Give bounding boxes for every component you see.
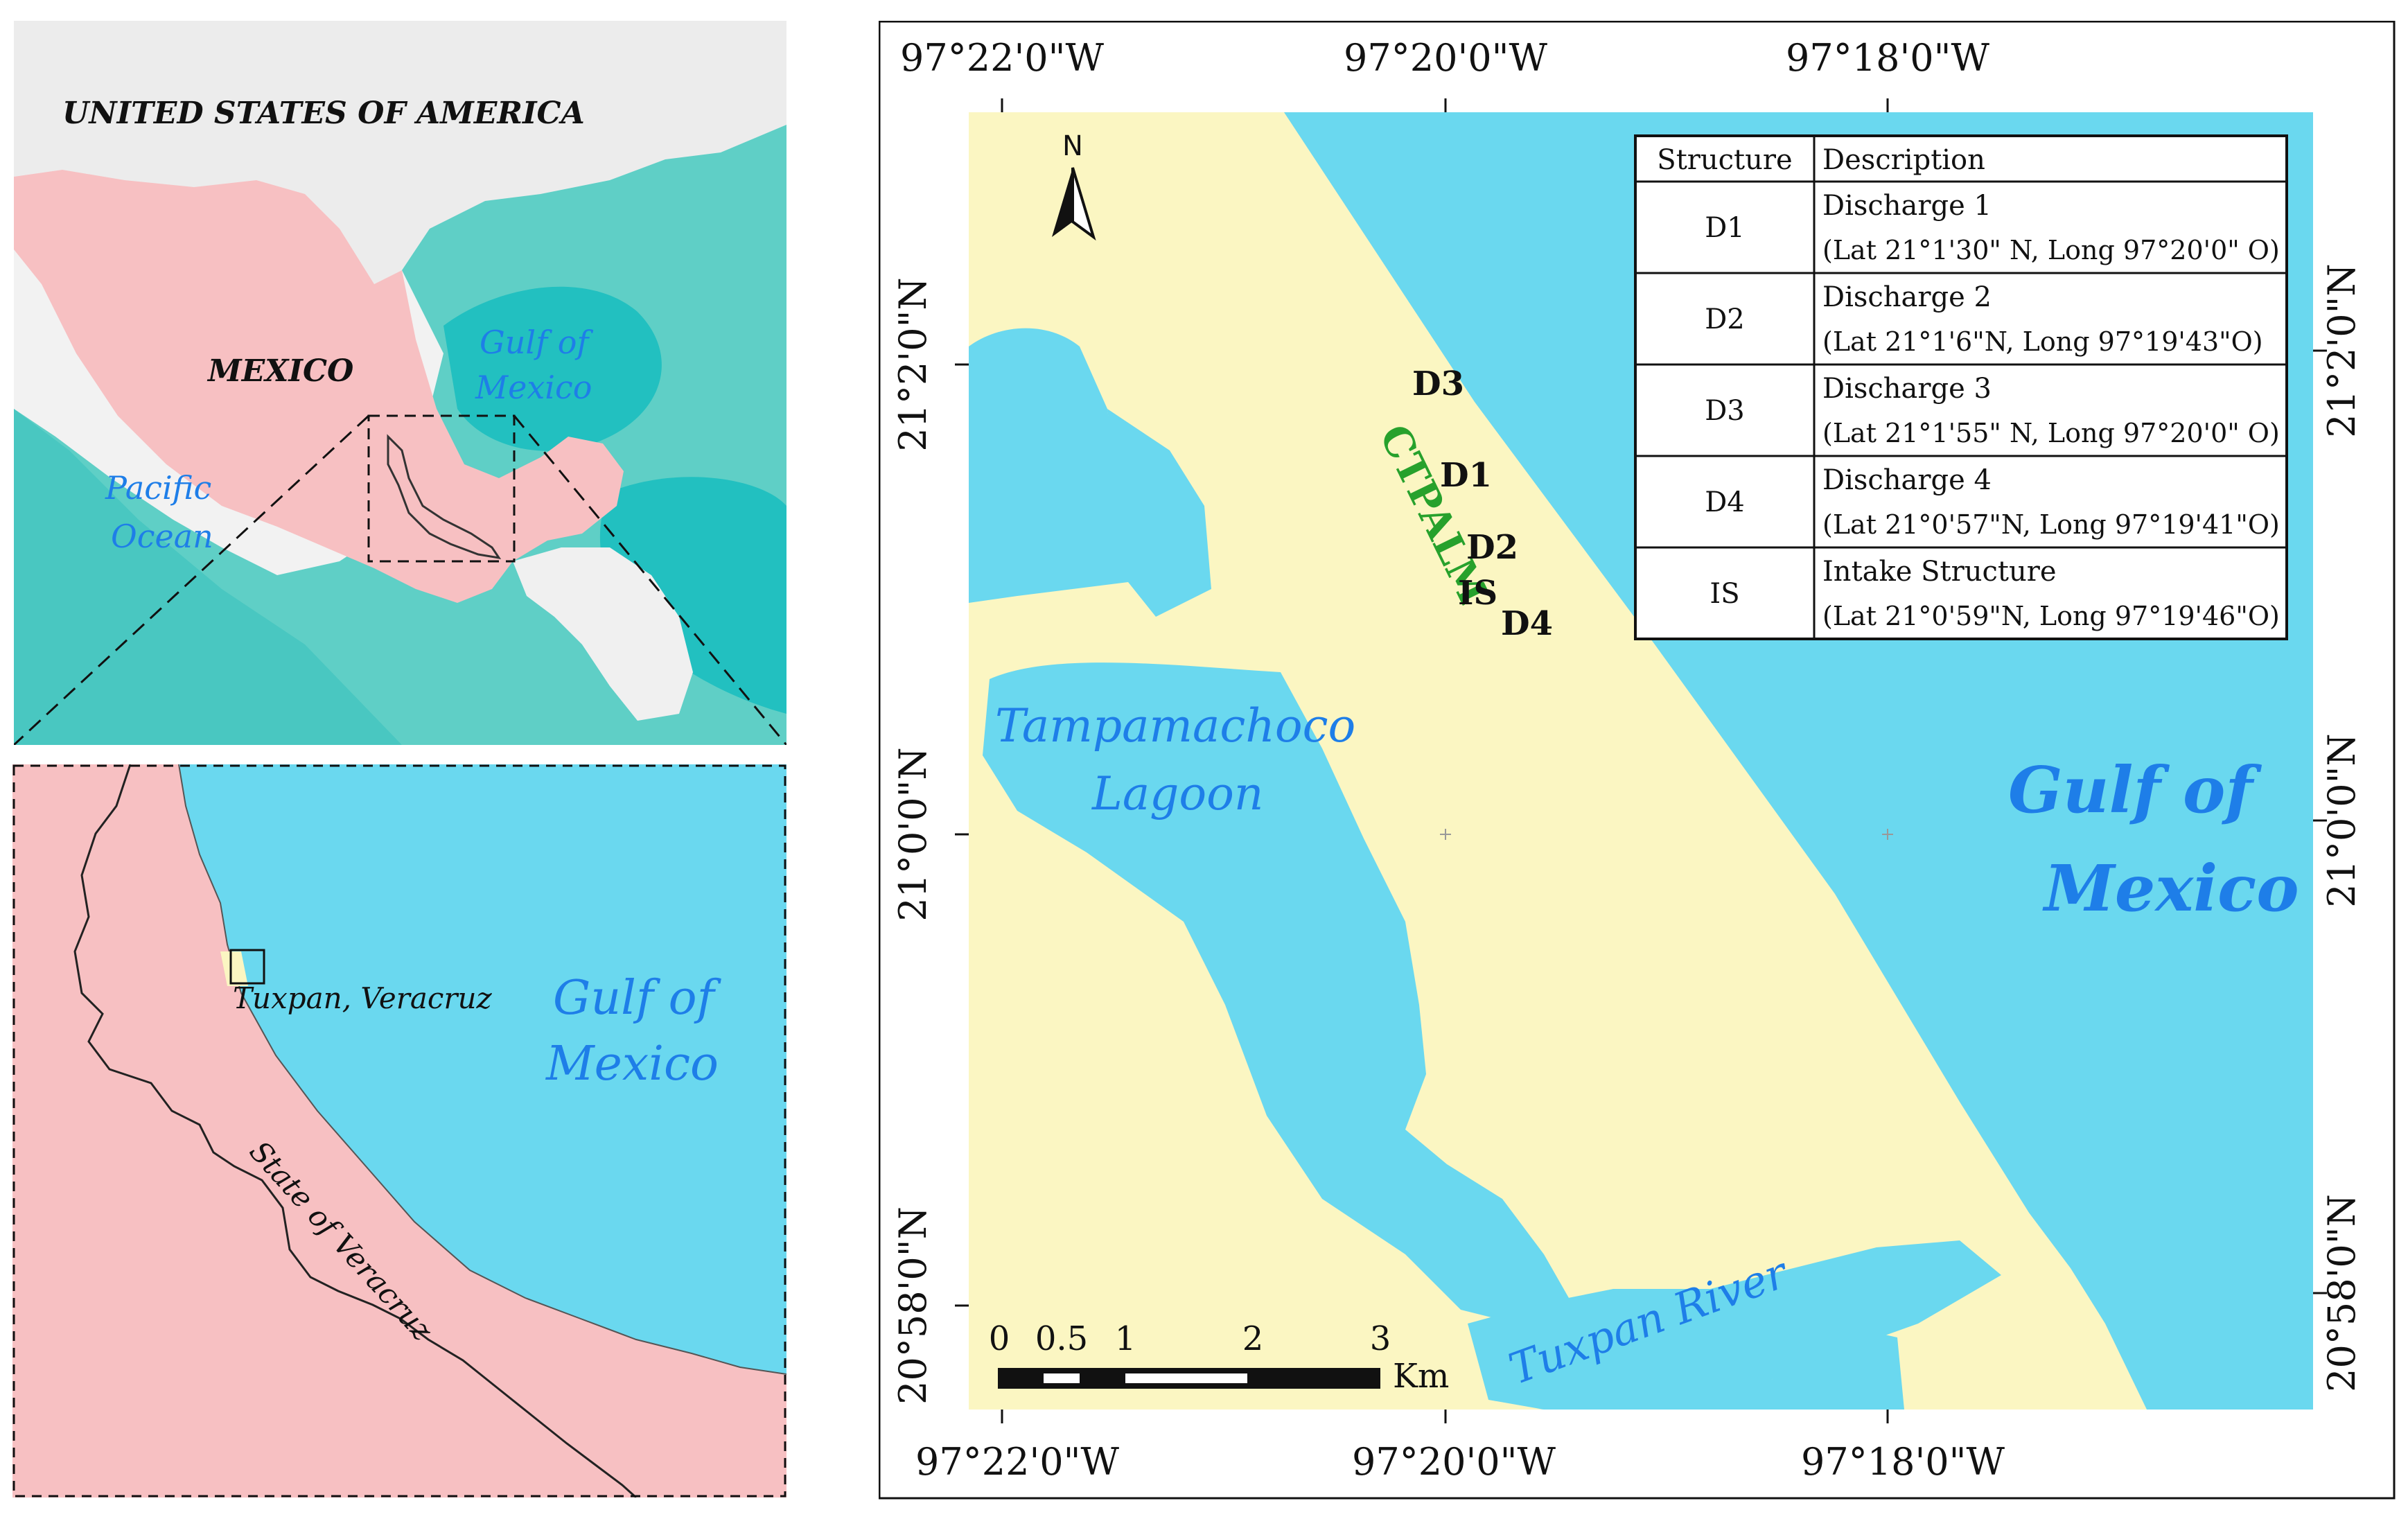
right-tick-2: 21°0'0"N xyxy=(2320,733,2364,907)
gulf-label-line1: Gulf of xyxy=(2008,753,2262,827)
table-row-line2: (Lat 21°1'55" N, Long 97°20'0" O) xyxy=(1822,418,2280,448)
table-row-line2: (Lat 21°0'59"N, Long 97°19'46"O) xyxy=(1822,601,2280,631)
label-pacific-line2: Ocean xyxy=(111,518,213,555)
scale-bar xyxy=(998,1368,1380,1389)
table-row-line2: (Lat 21°1'6"N, Long 97°19'43"O) xyxy=(1822,326,2263,357)
top-tick-2: 97°20'0"W xyxy=(1344,36,1547,80)
right-tick-3: 20°58'0"N xyxy=(2320,1194,2364,1392)
left-tick-2: 21°0'0"N xyxy=(891,747,935,921)
label-mexico: MEXICO xyxy=(206,353,353,389)
label-gulf-line1: Gulf of xyxy=(553,971,722,1026)
table-row-line2: (Lat 21°1'30" N, Long 97°20'0" O) xyxy=(1822,235,2280,265)
table-header-description: Description xyxy=(1822,144,1985,176)
table-row-code: D3 xyxy=(1705,395,1745,427)
table-row-line1: Intake Structure xyxy=(1822,556,2057,588)
scale-tick-2: 2 xyxy=(1242,1319,1264,1358)
table-row-code: IS xyxy=(1710,578,1739,610)
top-tick-1: 97°22'0"W xyxy=(900,36,1104,80)
central-america xyxy=(513,547,693,721)
table-header-structure: Structure xyxy=(1657,144,1792,176)
scale-tick-1: 1 xyxy=(1115,1319,1136,1358)
bottom-tick-2: 97°20'0"W xyxy=(1352,1440,1556,1484)
label-gulf-line2: Mexico xyxy=(475,369,592,406)
site-label-d1: D1 xyxy=(1440,456,1492,495)
river-water xyxy=(1468,1240,2001,1410)
state-boundary xyxy=(73,764,638,1498)
right-tick-1: 21°2'0"N xyxy=(2320,263,2364,437)
table-row-code: D1 xyxy=(1705,212,1745,244)
scale-tick-3: 3 xyxy=(1370,1319,1391,1358)
structure-table xyxy=(1634,134,2288,640)
veracruz-land xyxy=(12,764,786,1498)
table-row-code: D4 xyxy=(1705,486,1745,518)
lagoon-label-line1: Tampamachoco xyxy=(995,699,1355,753)
scale-tick-0: 0 xyxy=(989,1319,1010,1358)
label-gulf-line2: Mexico xyxy=(545,1037,719,1091)
label-city: Tuxpan, Veracruz xyxy=(233,981,493,1015)
leader-line-left xyxy=(14,414,370,745)
tuxpan-area xyxy=(220,951,248,986)
caribbean-deep xyxy=(599,477,786,714)
detail-map: 97°22'0"W 97°20'0"W 97°18'0"W 97°22'0"W … xyxy=(879,21,2396,1500)
lagoon-label-line2: Lagoon xyxy=(1091,767,1263,820)
table-row-line2: (Lat 21°0'57"N, Long 97°19'41"O) xyxy=(1822,509,2280,540)
regional-frame xyxy=(12,764,786,1498)
usa-landmass xyxy=(14,21,786,284)
pacific-water xyxy=(14,177,402,745)
bottom-tick-1: 97°22'0"W xyxy=(915,1440,1119,1484)
table-row-line1: Discharge 2 xyxy=(1822,281,1992,313)
tuxpan-box xyxy=(229,949,265,985)
left-tick-1: 21°2'0"N xyxy=(891,277,935,451)
lagoon-water xyxy=(969,328,1142,603)
bottom-tick-3: 97°18'0"W xyxy=(1801,1440,2005,1484)
deep-gulf xyxy=(443,286,662,451)
gulf-label-line2: Mexico xyxy=(2042,851,2299,926)
scale-tick-05: 0.5 xyxy=(1035,1319,1088,1358)
north-label: N xyxy=(1062,130,1083,162)
site-label-d4: D4 xyxy=(1501,604,1553,643)
baja-peninsula xyxy=(42,201,159,409)
lagoon-channel xyxy=(1107,409,1211,617)
coastline xyxy=(178,764,786,1375)
label-gulf-line1: Gulf of xyxy=(480,324,593,361)
table-row-code: D2 xyxy=(1705,304,1745,335)
site-label-d2: D2 xyxy=(1466,528,1518,567)
north-arrow-icon xyxy=(1052,167,1096,241)
plant-outfall-icon xyxy=(1501,558,1531,597)
table-row-line1: Discharge 3 xyxy=(1822,373,1992,405)
label-pacific-line1: Pacific xyxy=(105,469,211,507)
top-tick-3: 97°18'0"W xyxy=(1786,36,1989,80)
label-usa: UNITED STATES OF AMERICA xyxy=(62,96,585,131)
regional-map: Tuxpan, Veracruz State of Veracruz Gulf … xyxy=(12,764,786,1498)
left-tick-3: 20°58'0"N xyxy=(891,1206,935,1405)
inset-box xyxy=(367,414,516,563)
lagoon-main xyxy=(983,662,1572,1324)
table-row-line1: Discharge 4 xyxy=(1822,464,1992,496)
site-label-is: IS xyxy=(1458,574,1497,613)
mexico-landmass xyxy=(14,170,624,603)
site-label-d3: D3 xyxy=(1412,365,1464,403)
overview-map: UNITED STATES OF AMERICA MEXICO Gulf of … xyxy=(14,21,786,745)
table-row-line1: Discharge 1 xyxy=(1822,190,1992,222)
leader-line-right xyxy=(513,415,786,745)
scale-unit: Km xyxy=(1393,1357,1449,1396)
graticule-crosses xyxy=(1440,829,1893,840)
veracruz-outline xyxy=(387,434,502,560)
graticule xyxy=(955,98,2327,1423)
